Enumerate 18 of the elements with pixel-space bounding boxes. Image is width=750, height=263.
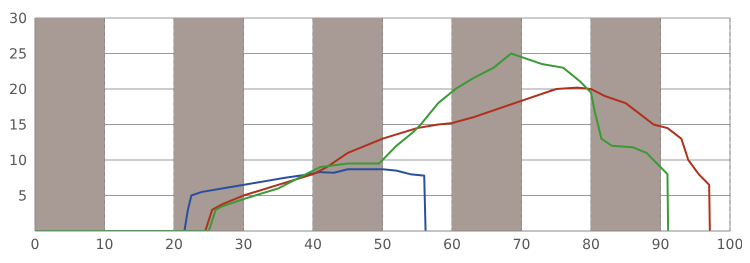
x-tick-label: 80 [582, 236, 600, 253]
x-tick-label: 30 [234, 236, 252, 253]
y-tick-label: 25 [9, 46, 27, 62]
y-tick-label: 15 [9, 117, 27, 134]
y-tick-label: 30 [9, 10, 27, 27]
x-tick-label: 50 [374, 236, 392, 253]
y-tick-label: 5 [18, 188, 27, 204]
x-tick-label: 60 [443, 236, 461, 253]
x-tick-label: 0 [30, 236, 40, 253]
x-tick-label: 20 [165, 236, 183, 253]
x-tick-label: 10 [96, 236, 114, 253]
y-tick-label: 20 [9, 82, 27, 98]
x-tick-label: 40 [304, 236, 322, 253]
line-series [35, 52, 670, 231]
x-tick-label: 90 [652, 236, 670, 253]
x-tick-label: 100 [716, 236, 744, 253]
y-tick-label: 10 [9, 152, 27, 169]
x-tick-label: 70 [512, 236, 530, 253]
